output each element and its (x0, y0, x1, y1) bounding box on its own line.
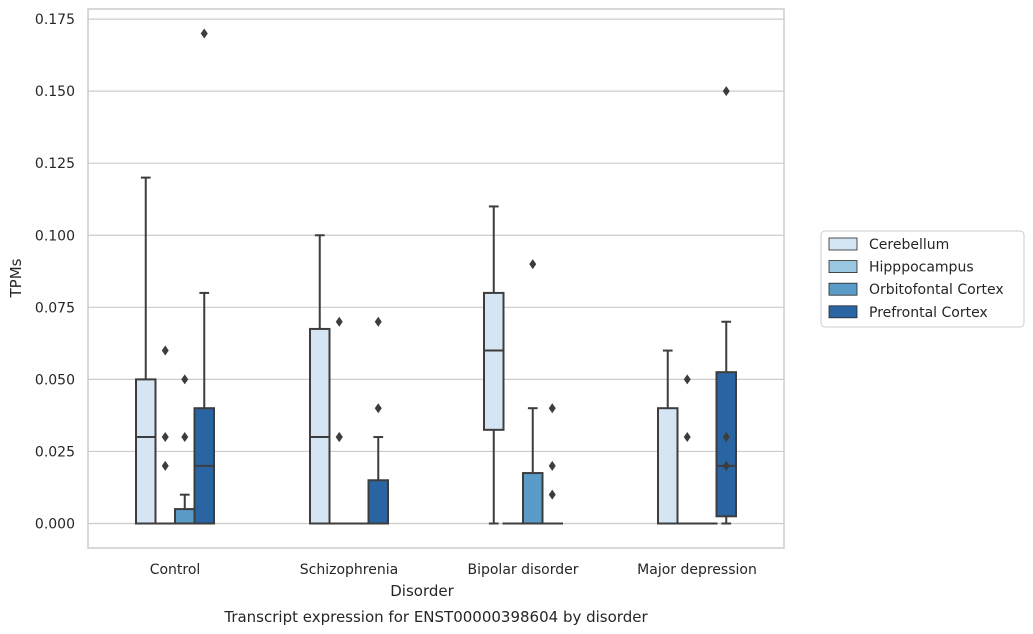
x-axis-title: Disorder (390, 582, 454, 600)
outlier-point (683, 374, 691, 385)
y-tick-label: 0.100 (35, 228, 75, 244)
outlier-point (161, 432, 169, 443)
legend-swatch (828, 260, 858, 274)
box-element (367, 316, 389, 525)
outlier-point (722, 432, 730, 443)
box-iqr (715, 371, 737, 518)
plot-area-frame (87, 8, 785, 549)
outlier-point (683, 432, 691, 443)
legend-label: Orbitofontal Cortex (869, 282, 1004, 298)
legend-label: Hipppocampus (869, 260, 974, 276)
y-gridlines (88, 18, 784, 525)
series-group (193, 28, 737, 525)
y-tick-label: 0.175 (35, 12, 75, 28)
box-iqr (483, 291, 505, 431)
outlier-point (181, 432, 189, 443)
y-axis-title: TPMs (7, 258, 25, 298)
x-tick-label: Schizophrenia (300, 562, 398, 578)
y-tick-label: 0.075 (35, 300, 75, 316)
box-element (715, 86, 737, 525)
legend-frame (820, 230, 1025, 328)
outlier-point (548, 403, 556, 414)
outlier-point (374, 403, 382, 414)
box-iqr (309, 327, 331, 525)
box-iqr (522, 472, 544, 525)
y-tick-labels: 0.000 0.025 0.050 0.075 0.100 0.125 0.150 0.175 (35, 12, 75, 532)
box-iqr (367, 479, 389, 525)
series-group (154, 316, 698, 525)
outlier-point (181, 374, 189, 385)
box-element (483, 205, 505, 525)
legend-swatch (828, 305, 858, 319)
box-element (676, 374, 698, 525)
legend-swatch (828, 237, 858, 251)
series-group (174, 259, 718, 525)
outlier-point (374, 316, 382, 327)
boxplot-series (135, 28, 737, 525)
y-tick-label: 0.150 (35, 84, 75, 100)
box-element (154, 345, 176, 525)
box-element (522, 259, 544, 525)
outlier-point (722, 86, 730, 97)
outlier-point (722, 460, 730, 471)
legend-label: Prefrontal Cortex (869, 305, 988, 321)
x-tick-labels: Control Schizophrenia Bipolar disorder Majo… (150, 562, 757, 578)
box-element (541, 403, 563, 525)
outlier-point (548, 489, 556, 500)
outlier-point (529, 259, 537, 270)
box-element (328, 316, 350, 525)
series-group (135, 176, 679, 525)
outlier-point (200, 28, 208, 39)
outlier-point (335, 316, 343, 327)
box-iqr (135, 378, 157, 525)
y-tick-label: 0.000 (35, 517, 75, 533)
box-element (193, 28, 215, 525)
x-tick-label: Major depression (637, 562, 757, 578)
x-tick-label: Bipolar disorder (467, 562, 578, 578)
legend-swatch (828, 282, 858, 296)
y-tick-label: 0.125 (35, 156, 75, 172)
outlier-point (335, 432, 343, 443)
x-tick-label: Control (150, 562, 201, 578)
outlier-point (161, 345, 169, 356)
legend: Cerebellum Hipppocampus Orbitofontal Corte… (820, 230, 1025, 328)
box-iqr (174, 508, 196, 525)
outlier-point (548, 460, 556, 471)
box-element (657, 349, 679, 525)
y-tick-label: 0.025 (35, 444, 75, 460)
box-element (309, 234, 331, 525)
y-tick-label: 0.050 (35, 372, 75, 388)
legend-label: Cerebellum (869, 237, 949, 253)
box-iqr (657, 407, 679, 525)
box-element (135, 176, 157, 525)
figure-caption: Transcript expression for ENST0000039860… (223, 608, 648, 626)
box-element (174, 374, 196, 525)
outlier-point (161, 460, 169, 471)
